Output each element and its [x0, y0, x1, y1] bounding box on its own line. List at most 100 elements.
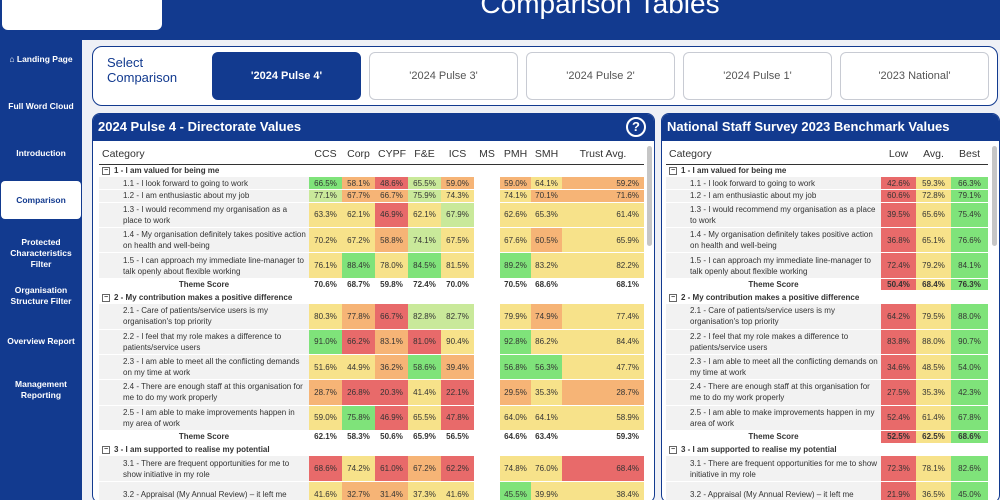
row-label: 3.1 - There are frequent opportunities f… — [99, 455, 309, 482]
value-cell — [500, 164, 531, 178]
value-cell: 70.0% — [441, 278, 474, 292]
value-cell — [474, 202, 500, 228]
column-header[interactable]: CCS — [309, 144, 342, 165]
nav-management-reporting[interactable]: Management Reporting — [15, 379, 67, 400]
value-cell: 68.7% — [342, 278, 375, 292]
column-header[interactable]: PMH — [500, 144, 531, 165]
value-cell: 54.0% — [951, 354, 988, 381]
benchmark-panel-title: National Staff Survey 2023 Benchmark Val… — [662, 114, 999, 141]
value-cell: 59.2% — [562, 176, 644, 190]
table-row: 1.1 - I look forward to going to work 66.… — [99, 176, 644, 190]
value-cell: 77.4% — [562, 303, 644, 330]
collapse-icon[interactable]: − — [102, 445, 110, 454]
value-cell: 48.6% — [375, 176, 408, 190]
value-cell — [531, 443, 562, 457]
option-2024-pulse-2[interactable]: '2024 Pulse 2' — [526, 52, 675, 100]
value-cell: 61.0% — [375, 455, 408, 482]
option-2024-pulse-3[interactable]: '2024 Pulse 3' — [369, 52, 518, 100]
collapse-icon[interactable]: − — [102, 166, 110, 175]
value-cell — [474, 379, 500, 406]
value-cell: 67.7% — [342, 189, 375, 203]
row-label-text: 2.2 - I feel that my role makes a differ… — [690, 331, 849, 352]
column-header[interactable]: CYPF — [375, 144, 408, 165]
collapse-icon[interactable]: − — [669, 293, 677, 302]
value-cell — [309, 443, 342, 457]
value-cell: 52.5% — [881, 430, 916, 444]
value-cell: 60.5% — [531, 227, 562, 254]
row-label-text: 2.5 - I am able to make improvements hap… — [690, 407, 875, 428]
theme-score-row: Theme Score 62.1% 58.3% 50.6% 65.9% 56.5% 64.6… — [99, 430, 644, 444]
row-label-text: 1.2 - I am enthusiastic about my job — [690, 191, 817, 201]
value-cell: 63.3% — [309, 202, 342, 228]
value-cell: 67.5% — [441, 227, 474, 254]
value-cell: 83.2% — [531, 252, 562, 279]
value-cell: 80.3% — [309, 303, 342, 330]
value-cell — [474, 189, 500, 203]
value-cell: 20.3% — [375, 379, 408, 406]
help-icon[interactable]: ? — [626, 117, 646, 137]
table-row: 1.1 - I look forward to going to work 42.… — [666, 176, 988, 190]
row-label-text: 2.3 - I am able to meet all the conflict… — [690, 357, 878, 378]
value-cell: 66.7% — [375, 303, 408, 330]
value-cell: 56.8% — [500, 354, 531, 381]
row-label-text: 1.1 - I look forward to going to work — [690, 178, 815, 188]
nav-overview-report[interactable]: Overview Report — [7, 336, 75, 346]
nav-organisation-structure[interactable]: Organisation Structure Filter — [10, 285, 72, 306]
column-header[interactable]: SMH — [531, 144, 562, 165]
row-label: 3.1 - There are frequent opportunities f… — [666, 455, 881, 482]
column-header[interactable]: F&E — [408, 144, 441, 165]
column-header[interactable]: Best — [951, 144, 988, 165]
option-2024-pulse-1[interactable]: '2024 Pulse 1' — [683, 52, 832, 100]
value-cell: 34.6% — [881, 354, 916, 381]
value-cell: 59.3% — [562, 430, 644, 444]
row-label-text: Theme Score — [178, 280, 230, 290]
row-label: −3 - I am supported to realise my potent… — [666, 443, 881, 457]
section-row: −3 - I am supported to realise my potent… — [99, 443, 644, 457]
value-cell: 74.2% — [342, 455, 375, 482]
column-header[interactable]: Category — [666, 144, 881, 165]
value-cell: 76.0% — [531, 455, 562, 482]
column-header[interactable]: MS — [474, 144, 500, 165]
column-header[interactable]: Category — [99, 144, 309, 165]
option-2023-national[interactable]: '2023 National' — [840, 52, 989, 100]
row-label: −3 - I am supported to realise my potent… — [99, 443, 309, 457]
table-row: 2.5 - I am able to make improvements hap… — [99, 405, 644, 432]
column-header[interactable]: Trust Avg. — [562, 144, 644, 165]
value-cell — [562, 290, 644, 305]
value-cell: 67.6% — [500, 227, 531, 254]
row-label: 2.4 - There are enough staff at this org… — [666, 379, 881, 406]
column-header[interactable]: Avg. — [916, 144, 951, 165]
collapse-icon[interactable]: − — [669, 166, 677, 175]
row-label: 2.3 - I am able to meet all the conflict… — [99, 354, 309, 381]
value-cell — [474, 455, 500, 482]
collapse-icon[interactable]: − — [102, 293, 110, 302]
value-cell: 67.2% — [342, 227, 375, 254]
scrollbar[interactable] — [647, 146, 652, 246]
value-cell: 88.4% — [342, 252, 375, 279]
value-cell: 70.2% — [309, 227, 342, 254]
nav-full-word-cloud[interactable]: Full Word Cloud — [8, 101, 74, 111]
option-2024-pulse-4[interactable]: '2024 Pulse 4' — [212, 52, 361, 100]
value-cell: 67.2% — [408, 455, 441, 482]
collapse-icon[interactable]: − — [669, 445, 677, 454]
row-label: Theme Score — [666, 430, 881, 444]
value-cell: 91.0% — [309, 329, 342, 355]
column-header[interactable]: ICS — [441, 144, 474, 165]
nav-introduction[interactable]: Introduction — [16, 148, 66, 158]
column-header[interactable]: Low — [881, 144, 916, 165]
value-cell: 77.8% — [342, 303, 375, 330]
value-cell: 90.4% — [441, 329, 474, 355]
column-header[interactable]: Corp — [342, 144, 375, 165]
value-cell — [500, 443, 531, 457]
value-cell: 41.6% — [309, 481, 342, 500]
value-cell: 70.1% — [531, 189, 562, 203]
value-cell — [951, 164, 988, 178]
nav-landing-page[interactable]: ⌂ Landing Page — [9, 54, 73, 64]
value-cell — [375, 290, 408, 305]
logo — [2, 0, 162, 30]
value-cell — [474, 303, 500, 330]
nav-comparison-tables[interactable]: Comparison Tables — [1, 181, 81, 243]
scrollbar[interactable] — [992, 146, 997, 246]
value-cell: 36.8% — [881, 227, 916, 254]
nav-protected-characteristics[interactable]: Protected Characteristics Filter — [10, 237, 72, 269]
